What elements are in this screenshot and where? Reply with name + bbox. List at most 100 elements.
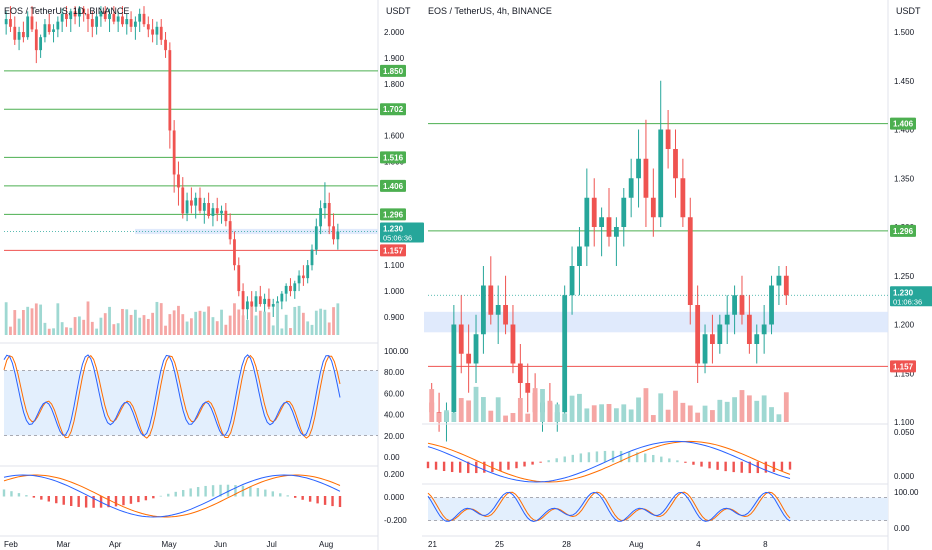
volume-bar — [636, 397, 641, 422]
volume-bar — [129, 314, 133, 335]
macd-histogram-bar — [467, 461, 470, 474]
indicator-tick-label: 0.050 — [894, 428, 915, 437]
volume-bar — [116, 323, 120, 335]
macd-histogram-bar — [47, 496, 50, 502]
volume-bar — [52, 328, 55, 335]
candle-body — [26, 16, 30, 38]
volume-bar — [250, 306, 254, 335]
macd-histogram-bar — [442, 461, 446, 472]
volume-bar — [189, 318, 193, 335]
candle-body — [142, 13, 146, 25]
candle-body — [34, 29, 38, 51]
candle-body — [69, 11, 73, 20]
volume-bar — [30, 308, 34, 335]
volume-bar — [233, 303, 236, 335]
candle-body — [451, 324, 457, 413]
macd-histogram-bar — [204, 485, 207, 497]
candle-body — [125, 19, 129, 25]
volume-bar — [26, 306, 30, 335]
macd-histogram-bar — [652, 454, 655, 463]
candle-body — [233, 239, 236, 266]
volume-bar — [228, 315, 232, 335]
candle-body — [599, 217, 605, 227]
volume-bar — [650, 415, 656, 422]
four-hour-chart-panel: 1.5001.4501.4001.3501.3001.2501.2001.150… — [422, 0, 932, 550]
macd-histogram-bar — [211, 485, 215, 497]
left-currency-label: USDT — [386, 6, 411, 16]
volume-bar — [245, 320, 249, 335]
candle-body — [82, 8, 86, 14]
macd-line — [3, 474, 341, 518]
candle-body — [77, 8, 81, 17]
macd-histogram-bar — [603, 450, 607, 463]
volume-bar — [159, 303, 163, 335]
price-tick-label: 1.800 — [384, 80, 405, 89]
volume-bar — [133, 309, 137, 335]
volume-bar — [327, 322, 331, 335]
candle-body — [310, 249, 314, 266]
macd-histogram-bar — [271, 491, 274, 497]
volume-bar — [591, 405, 597, 422]
volume-bar — [151, 312, 155, 335]
countdown-label: 05:06:36 — [383, 234, 412, 243]
candle-body — [591, 197, 597, 227]
macd-histogram-bar — [716, 461, 719, 470]
volume-bar — [577, 393, 582, 422]
candle-body — [146, 24, 150, 30]
volume-bar — [224, 324, 228, 335]
candle-body — [103, 11, 107, 20]
macd-histogram-bar — [708, 461, 711, 469]
volume-bar — [112, 324, 116, 335]
time-tick-label: Jul — [267, 540, 277, 549]
macd-histogram-bar — [77, 496, 80, 507]
macd-signal-line — [3, 474, 341, 518]
macd-histogram-bar — [196, 487, 200, 497]
volume-bar — [554, 404, 560, 422]
volume-bar — [503, 415, 508, 422]
volume-bar — [82, 319, 86, 335]
indicator-tick-label: 0.200 — [384, 470, 405, 479]
macd-histogram-bar — [450, 461, 454, 473]
price-tick-label: 1.250 — [894, 272, 915, 281]
candle-body — [621, 197, 627, 227]
volume-bar — [613, 408, 619, 422]
candle-body — [4, 19, 8, 25]
candle-body — [267, 298, 271, 307]
volume-bar — [43, 322, 47, 335]
volume-bar — [146, 318, 150, 335]
volume-bar — [621, 404, 627, 422]
volume-bar — [510, 413, 516, 422]
volume-bar — [254, 315, 258, 335]
candle-body — [215, 208, 219, 214]
volume-bar — [21, 310, 25, 335]
candle-body — [783, 275, 789, 296]
volume-bar — [525, 413, 531, 422]
candle-body — [177, 174, 180, 188]
volume-bar — [606, 404, 612, 422]
candle-body — [164, 39, 167, 51]
candle-body — [151, 29, 155, 35]
time-tick-label: 21 — [428, 540, 437, 549]
macd-histogram-bar — [732, 461, 735, 473]
candle-body — [650, 197, 656, 218]
candle-body — [319, 208, 323, 227]
price-tick-label: 1.150 — [894, 369, 915, 378]
volume-bar — [547, 400, 553, 422]
volume-bar — [717, 399, 723, 422]
volume-bar — [4, 302, 8, 335]
volume-bar — [532, 388, 538, 422]
candle-body — [39, 37, 43, 51]
candle-body — [297, 275, 301, 284]
macd-histogram-bar — [724, 461, 727, 472]
candle-body — [245, 301, 249, 310]
macd-histogram-bar — [499, 461, 502, 472]
volume-bar — [34, 303, 38, 335]
right-chart-title: EOS / TetherUS, 4h, BINANCE — [428, 6, 552, 16]
candle-body — [116, 16, 120, 22]
volume-bar — [584, 408, 590, 422]
macd-histogram-bar — [491, 461, 494, 473]
macd-histogram-bar — [249, 486, 252, 497]
candle-body — [112, 13, 116, 22]
price-tick-label: 1.600 — [384, 132, 405, 141]
macd-histogram-bar — [114, 496, 118, 507]
